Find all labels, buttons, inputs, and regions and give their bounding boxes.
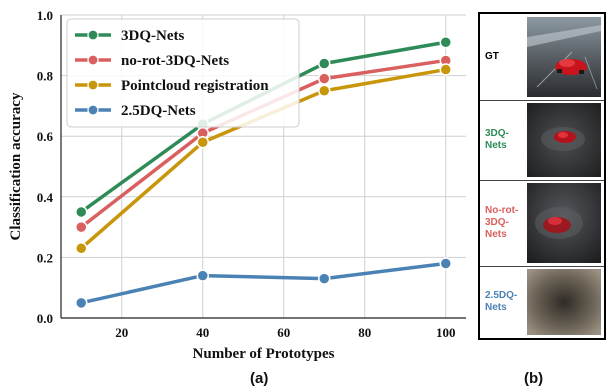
car-render-image-2-5dq [527, 269, 601, 335]
panel-b-row-3dq: 3DQ-Nets [480, 100, 604, 181]
panel-a-label: (a) [250, 370, 269, 387]
x-axis-label: Number of Prototypes [193, 346, 335, 362]
data-point [318, 272, 331, 285]
y-tick-label: 0.0 [37, 311, 53, 326]
legend-label: no-rot-3DQ-Nets [121, 53, 229, 69]
y-tick-label: 0.8 [37, 69, 54, 84]
data-point [439, 36, 452, 49]
axes: 0.0 0.2 0.4 0.6 0.8 1.0 20 40 60 80 100 [37, 8, 466, 340]
data-point [196, 269, 209, 282]
row-label: GT [485, 51, 499, 62]
x-tick-label: 80 [358, 325, 371, 340]
legend-label: 3DQ-Nets [121, 28, 184, 44]
car-render-image-3dq [527, 103, 601, 177]
row-label: 2.5DQ-Nets [485, 290, 518, 313]
legend-label: Pointcloud registration [121, 78, 269, 94]
panel-b-row-gt: GT [480, 14, 604, 101]
y-tick-label: 0.6 [37, 129, 54, 144]
legend-marker [87, 104, 99, 116]
panel-b-label: (b) [524, 370, 544, 387]
panel-b-row-no-rot: No-rot-3DQ-Nets [480, 180, 604, 267]
data-point [318, 72, 331, 85]
legend: 3DQ-Nets no-rot-3DQ-Nets Pointcloud regist… [66, 18, 300, 128]
legend-box [66, 18, 300, 128]
car-render-image-gt [527, 17, 601, 97]
x-tick-label: 40 [196, 325, 209, 340]
data-point [196, 136, 209, 149]
y-axis-label: Classification accuracy [8, 92, 24, 240]
car-render-image-no-rot [527, 183, 601, 263]
panel-b-row-2-5dq: 2.5DQ-Nets [480, 266, 604, 338]
x-tick-label: 20 [115, 325, 128, 340]
series-line [80, 261, 446, 305]
y-tick-label: 1.0 [37, 8, 53, 23]
data-point [75, 242, 88, 255]
legend-marker [87, 29, 99, 41]
data-point [75, 205, 88, 219]
data-point [75, 220, 88, 234]
x-tick-label: 100 [436, 325, 456, 340]
y-tick-label: 0.2 [37, 250, 53, 265]
legend-marker [87, 79, 99, 91]
row-label: No-rot-3DQ-Nets [485, 205, 519, 240]
x-tick-label: 60 [277, 325, 290, 340]
data-point [318, 84, 331, 97]
data-point [439, 257, 452, 270]
data-point [318, 57, 331, 70]
data-point [439, 63, 452, 76]
y-tick-label: 0.4 [37, 190, 54, 205]
legend-label: 2.5DQ-Nets [121, 103, 196, 119]
line-chart: 0.0 0.2 0.4 0.6 0.8 1.0 20 40 60 80 100 3DQ-Nets no… [8, 8, 466, 362]
legend-marker [87, 54, 99, 66]
row-label: 3DQ-Nets [485, 128, 509, 151]
data-point [75, 296, 88, 310]
panel-b-comparison: GT 3DQ-Nets [478, 12, 606, 340]
